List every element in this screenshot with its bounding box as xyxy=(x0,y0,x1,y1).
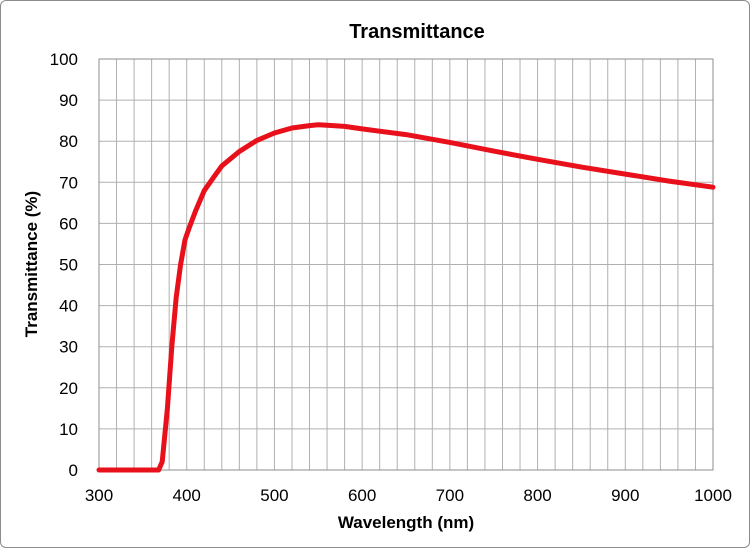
y-tick-label: 30 xyxy=(59,338,78,357)
x-tick-label: 500 xyxy=(260,486,288,505)
x-axis-label: Wavelength (nm) xyxy=(338,513,474,532)
grid-lines xyxy=(99,59,713,470)
y-tick-label: 50 xyxy=(59,256,78,275)
x-tick-label: 900 xyxy=(611,486,639,505)
x-tick-label: 400 xyxy=(173,486,201,505)
x-tick-label: 800 xyxy=(523,486,551,505)
x-tick-labels: 300 400 500 600 700 800 900 1000 xyxy=(85,486,732,505)
chart-title: Transmittance xyxy=(349,21,485,43)
y-tick-label: 90 xyxy=(59,91,78,110)
y-axis-label: Transmittance (%) xyxy=(22,191,41,337)
y-tick-labels: 0 10 20 30 40 50 60 70 80 90 100 xyxy=(50,50,78,480)
y-tick-label: 70 xyxy=(59,173,78,192)
y-tick-label: 100 xyxy=(50,50,78,69)
y-tick-label: 10 xyxy=(59,420,78,439)
transmittance-series-line xyxy=(96,122,716,473)
x-tick-label: 600 xyxy=(348,486,376,505)
y-tick-label: 60 xyxy=(59,214,78,233)
x-tick-label: 700 xyxy=(436,486,464,505)
plot-area xyxy=(98,58,714,471)
y-tick-label: 0 xyxy=(69,461,78,480)
y-tick-label: 20 xyxy=(59,379,78,398)
y-tick-label: 80 xyxy=(59,132,78,151)
y-tick-label: 40 xyxy=(59,297,78,316)
x-tick-label: 300 xyxy=(85,486,113,505)
series-layer xyxy=(96,122,716,473)
x-tick-label: 1000 xyxy=(694,486,732,505)
